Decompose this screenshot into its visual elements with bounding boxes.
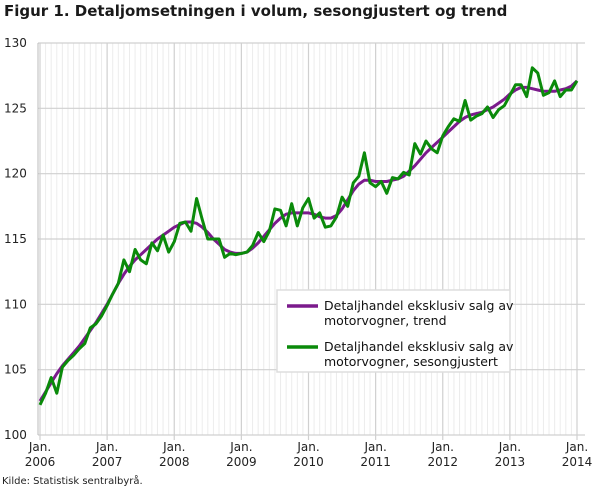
x-tick-label-month: Jan. xyxy=(95,440,118,454)
x-tick-label-year: 2012 xyxy=(427,455,458,469)
x-tick-label-month: Jan. xyxy=(28,440,51,454)
grid xyxy=(37,42,585,440)
x-tick-label-year: 2013 xyxy=(495,455,526,469)
x-tick-label-month: Jan. xyxy=(162,440,185,454)
x-tick-label-year: 2006 xyxy=(25,455,56,469)
y-tick-label: 120 xyxy=(4,167,27,181)
x-tick-label-month: Jan. xyxy=(296,440,319,454)
y-tick-label: 105 xyxy=(4,363,27,377)
y-tick-label: 100 xyxy=(4,428,27,442)
x-tick-label-year: 2011 xyxy=(360,455,391,469)
x-tick-label-year: 2009 xyxy=(226,455,257,469)
chart-title: Figur 1. Detaljomsetningen i volum, seso… xyxy=(4,2,507,20)
x-tick-label-month: Jan. xyxy=(431,440,454,454)
legend-label-trend-2: motorvogner, trend xyxy=(324,313,447,328)
x-tick-label-year: 2008 xyxy=(159,455,190,469)
y-tick-label: 130 xyxy=(4,36,27,50)
source-note: Kilde: Statistisk sentralbyrå. xyxy=(2,474,143,487)
legend-label-trend-1: Detaljhandel eksklusiv salg av xyxy=(324,298,514,313)
x-tick-label-year: 2014 xyxy=(562,455,593,469)
x-tick-label-year: 2007 xyxy=(92,455,123,469)
x-tick-label-month: Jan. xyxy=(363,440,386,454)
legend-box xyxy=(276,289,511,373)
legend-label-seasonal-1: Detaljhandel eksklusiv salg av xyxy=(324,339,514,354)
x-tick-label-month: Jan. xyxy=(229,440,252,454)
x-tick-label-year: 2010 xyxy=(293,455,324,469)
legend: Detaljhandel eksklusiv salg av motorvogn… xyxy=(276,289,514,373)
y-axis: 100 105 110 115 120 125 130 xyxy=(4,36,27,442)
series-lines xyxy=(38,66,579,406)
x-tick-label-month: Jan. xyxy=(565,440,588,454)
x-tick-label-month: Jan. xyxy=(498,440,521,454)
y-tick-label: 115 xyxy=(4,232,27,246)
x-axis: Jan.2006Jan.2007Jan.2008Jan.2009Jan.2010… xyxy=(25,440,593,469)
legend-label-seasonal-2: motorvogner, sesongjustert xyxy=(324,354,498,369)
y-tick-label: 125 xyxy=(4,101,27,115)
y-tick-label: 110 xyxy=(4,297,27,311)
